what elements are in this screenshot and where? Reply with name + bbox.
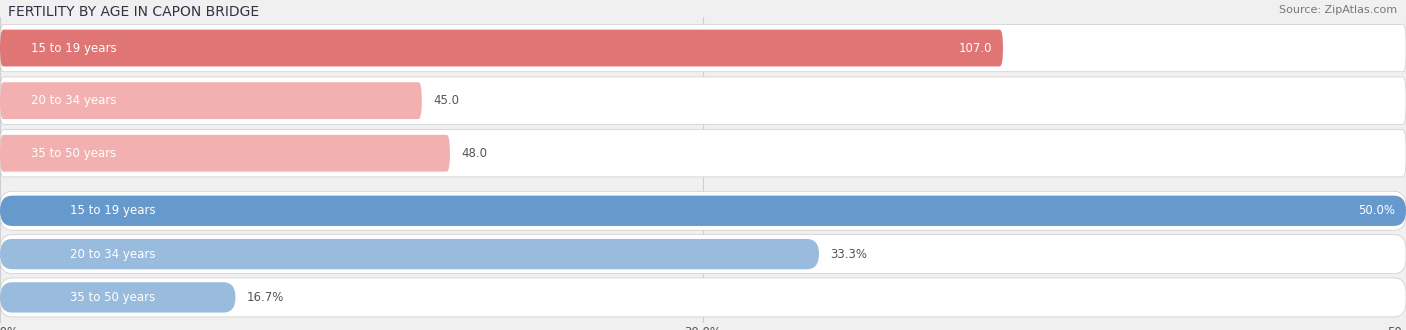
Text: 48.0: 48.0: [461, 147, 486, 160]
FancyBboxPatch shape: [0, 24, 1406, 72]
FancyBboxPatch shape: [0, 77, 1406, 124]
FancyBboxPatch shape: [0, 30, 1002, 66]
FancyBboxPatch shape: [0, 196, 1406, 226]
FancyBboxPatch shape: [0, 282, 236, 313]
Text: 107.0: 107.0: [959, 42, 991, 54]
FancyBboxPatch shape: [0, 239, 818, 269]
FancyBboxPatch shape: [0, 82, 422, 119]
FancyBboxPatch shape: [0, 191, 1406, 230]
Text: 50.0%: 50.0%: [1358, 204, 1395, 217]
Text: 35 to 50 years: 35 to 50 years: [31, 147, 117, 160]
Text: 45.0: 45.0: [433, 94, 458, 107]
Text: 20 to 34 years: 20 to 34 years: [31, 94, 117, 107]
FancyBboxPatch shape: [0, 130, 1406, 177]
Text: FERTILITY BY AGE IN CAPON BRIDGE: FERTILITY BY AGE IN CAPON BRIDGE: [8, 5, 260, 19]
Text: 15 to 19 years: 15 to 19 years: [31, 42, 117, 54]
Text: 20 to 34 years: 20 to 34 years: [69, 248, 155, 261]
Text: 33.3%: 33.3%: [830, 248, 868, 261]
Text: 35 to 50 years: 35 to 50 years: [69, 291, 155, 304]
FancyBboxPatch shape: [0, 135, 450, 172]
Text: 16.7%: 16.7%: [246, 291, 284, 304]
Text: 15 to 19 years: 15 to 19 years: [69, 204, 155, 217]
FancyBboxPatch shape: [0, 235, 1406, 274]
FancyBboxPatch shape: [0, 278, 1406, 317]
Text: Source: ZipAtlas.com: Source: ZipAtlas.com: [1279, 5, 1398, 15]
